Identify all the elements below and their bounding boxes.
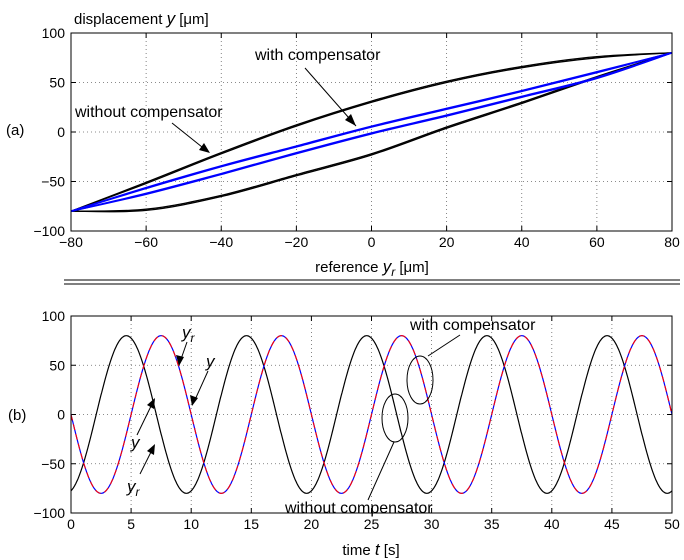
y-axis-label-var: y	[166, 9, 177, 28]
x-tick-label-b: 35	[484, 516, 500, 532]
annotation-yr-bottom: yr	[126, 477, 141, 499]
series-line-yr	[70, 335, 673, 494]
tick-labels-a: −80 −60 −40 −20 0 20 40 60 80 −100 −50 0 50 100	[33, 25, 680, 250]
y-axis-label-unit: [μm]	[175, 11, 209, 28]
x-tick-label-a: −40	[209, 234, 233, 250]
x-tick-label-b: 45	[604, 516, 620, 532]
x-axis-label-a: reference yr [μm]	[315, 257, 429, 279]
arrowhead-with-a	[345, 114, 356, 126]
annotation-arrow-with-a	[304, 67, 357, 127]
y-tick-label-b: 50	[49, 357, 65, 373]
panel-label-a: (a)	[6, 122, 24, 139]
y-tick-label-b: 0	[57, 407, 65, 423]
annotation-with-compensator-a: with compensator	[254, 47, 381, 64]
plot-frame-b	[70, 315, 673, 514]
arrowhead-without-a	[199, 143, 210, 153]
y-axis-label-prefix: displacement	[74, 11, 167, 28]
ellipse-without-compensator	[381, 393, 409, 443]
y-tick-label-a: 0	[57, 124, 65, 140]
x-tick-label-a: 20	[439, 234, 455, 250]
y-tick-label-a: 100	[42, 25, 66, 41]
annotation-y-lower: y	[130, 433, 141, 452]
yr-top-var: y	[181, 323, 192, 342]
x-axis-label-var-b: t	[375, 540, 381, 559]
arrow-y-upper	[193, 370, 209, 403]
x-tick-label-a: 80	[664, 234, 680, 250]
arrowhead-yr-bottom	[147, 444, 155, 455]
arrow-y-lower	[136, 401, 154, 436]
plot-frame-a	[70, 32, 673, 232]
x-tick-label-b: 15	[244, 516, 260, 532]
annotation-yr-top: yr	[181, 323, 196, 345]
x-tick-label-a: −80	[59, 234, 83, 250]
annotation-with-compensator-b: with compensator	[409, 317, 536, 334]
annotation-arrow-without-a	[171, 122, 208, 152]
arrowhead-y-lower	[147, 398, 155, 409]
yr-bottom-sub: r	[136, 485, 141, 499]
loop-lower-without-compensator	[70, 52, 673, 213]
annotation-without-compensator-a: without compensator	[74, 104, 223, 121]
x-tick-label-a: −20	[285, 234, 309, 250]
panel-b: 0 5 10 15 20 25 30 35 40 45 50 −100 −50 0 50 100 (b) ti…	[8, 308, 680, 559]
x-tick-label-a: 0	[368, 234, 376, 250]
grid-b	[70, 315, 673, 514]
x-tick-label-b: 0	[67, 516, 75, 532]
x-axis-label-prefix-b: time	[342, 542, 375, 559]
y-tick-label-a: −100	[33, 223, 65, 239]
x-axis-label-var: y	[382, 257, 393, 276]
annotation-line-with-b	[427, 334, 461, 357]
series-b	[70, 335, 673, 494]
ellipse-with-compensator	[406, 355, 434, 405]
x-axis-label-b: time t [s]	[342, 540, 399, 559]
annotation-y-upper: y	[205, 352, 216, 371]
x-tick-label-b: 30	[424, 516, 440, 532]
x-tick-label-a: 60	[589, 234, 605, 250]
y-tick-label-a: 50	[49, 75, 65, 91]
arrowhead-yr-top	[176, 355, 184, 366]
y-axis-label-a: displacement y [μm]	[74, 9, 209, 28]
annotations-a: with compensator without compensator	[74, 47, 381, 153]
loop-upper-with-compensator	[70, 52, 673, 212]
panel-label-b: (b)	[8, 407, 26, 424]
x-axis-label-unit: [μm]	[395, 259, 429, 276]
yr-top-sub: r	[191, 331, 196, 345]
x-tick-label-b: 40	[544, 516, 560, 532]
panel-a: −80 −60 −40 −20 0 20 40 60 80 −100 −50 0 50 100 (a) d…	[6, 9, 680, 279]
series-a	[70, 52, 673, 213]
x-axis-label-prefix: reference	[315, 259, 383, 276]
x-axis-label-unit-b: [s]	[380, 542, 400, 559]
tick-labels-b: 0 5 10 15 20 25 30 35 40 45 50 −100 −50 0 50 100	[33, 308, 680, 532]
arrowhead-y-upper	[190, 395, 198, 406]
annotation-without-compensator-b: without compensator	[284, 500, 433, 517]
annotation-line-without-b	[367, 441, 395, 501]
yr-bottom-var: y	[126, 477, 137, 496]
y-tick-label-b: 100	[42, 308, 66, 324]
loop-upper-without-compensator	[70, 52, 673, 212]
x-tick-label-b: 50	[664, 516, 680, 532]
x-tick-label-b: 5	[127, 516, 135, 532]
x-tick-label-b: 20	[304, 516, 320, 532]
series-line-y-without-compensator	[70, 335, 673, 494]
loop-upper-without-compensator	[70, 52, 673, 212]
y-tick-label-b: −100	[33, 505, 65, 521]
y-tick-label-a: −50	[41, 174, 65, 190]
x-axis-label-sub: r	[391, 265, 396, 279]
x-tick-label-a: −60	[134, 234, 158, 250]
annotations-b: with compensator without compensator yr …	[126, 317, 536, 517]
loop-lower-with-compensator	[70, 52, 673, 212]
y-tick-label-b: −50	[41, 456, 65, 472]
x-tick-label-b: 25	[364, 516, 380, 532]
x-tick-label-b: 10	[183, 516, 199, 532]
x-tick-label-a: 40	[514, 234, 530, 250]
